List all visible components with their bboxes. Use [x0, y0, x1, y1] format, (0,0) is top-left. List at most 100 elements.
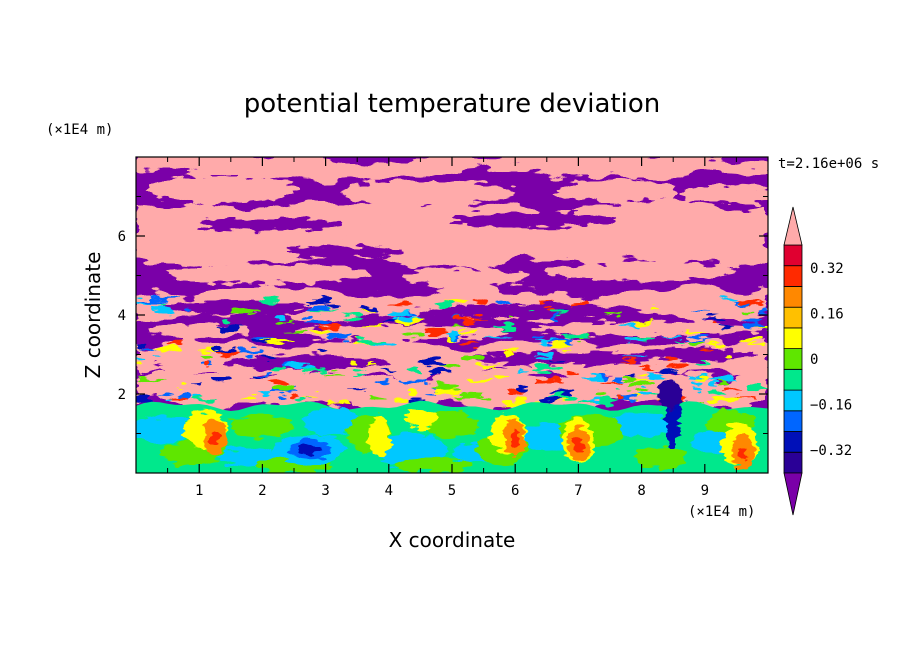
filament — [370, 395, 388, 401]
boundary-layer — [136, 378, 768, 473]
filament — [461, 355, 484, 361]
filament — [638, 388, 651, 395]
layer-band-pink — [136, 157, 768, 184]
filament — [582, 375, 605, 382]
filament — [547, 340, 575, 345]
filament — [599, 398, 620, 404]
filament — [577, 401, 596, 405]
filament — [615, 387, 624, 390]
filament — [362, 324, 383, 328]
y-tick-label: 6 — [118, 229, 126, 245]
filament — [617, 394, 625, 399]
filament — [303, 319, 333, 324]
filament — [741, 311, 753, 315]
filament — [527, 308, 535, 312]
filament — [283, 331, 310, 335]
filament — [388, 312, 413, 316]
x-tick-label: 7 — [574, 483, 582, 499]
filament — [756, 309, 768, 314]
filament — [563, 333, 590, 340]
warm-plume-core — [209, 428, 221, 447]
filament — [380, 368, 398, 371]
pink-streak — [148, 174, 301, 203]
filament — [692, 377, 708, 382]
filament — [637, 365, 658, 370]
colorbar-bottom-extension — [783, 472, 803, 516]
filament — [350, 361, 358, 365]
filament — [306, 307, 329, 312]
filament — [186, 307, 194, 312]
pink-streak — [401, 269, 528, 286]
filament — [570, 301, 587, 306]
filament — [191, 397, 218, 401]
filament — [153, 355, 160, 358]
filament — [240, 395, 256, 399]
filament — [717, 381, 728, 384]
filament — [202, 361, 210, 367]
filament — [497, 300, 513, 304]
colorbar-box — [783, 286, 803, 308]
filament — [578, 338, 585, 341]
time-label: t=2.16e+06 s — [778, 156, 879, 172]
filament — [451, 318, 477, 323]
filament — [407, 367, 420, 374]
filament — [761, 327, 768, 331]
filament — [550, 344, 574, 350]
colorbar-label: 0.16 — [810, 306, 844, 322]
filament — [427, 369, 453, 374]
filament — [268, 381, 290, 386]
filament — [470, 298, 489, 305]
pink-streak — [192, 379, 332, 393]
filament — [720, 324, 734, 327]
filament — [256, 373, 274, 376]
filament — [347, 388, 368, 392]
filament — [613, 377, 622, 383]
filament — [353, 372, 368, 376]
filament — [136, 343, 147, 348]
filament — [748, 324, 764, 328]
filament — [535, 353, 555, 360]
filament — [192, 382, 204, 385]
filament — [179, 381, 188, 387]
filament — [621, 355, 649, 358]
filament — [693, 361, 710, 366]
purple-streak — [426, 303, 642, 319]
filament — [724, 387, 742, 391]
filament — [747, 343, 765, 346]
chart-title: potential temperature deviation — [244, 89, 660, 119]
colorbar-box — [783, 451, 803, 474]
filament — [136, 361, 141, 366]
colorbar: 0.32 0.16 0 −0.16 −0.32 — [783, 206, 852, 516]
filament — [276, 322, 293, 325]
filament — [660, 335, 682, 338]
warm-plume-core — [510, 428, 521, 447]
filament — [539, 300, 555, 305]
warm-patch — [367, 415, 391, 460]
filament — [466, 377, 492, 383]
warm-patch — [404, 407, 437, 428]
filament — [691, 387, 703, 394]
filament — [455, 393, 484, 398]
filament — [158, 303, 165, 308]
filament — [251, 335, 273, 339]
y-unit-label: (×1E4 m) — [46, 122, 113, 138]
filament — [360, 306, 377, 311]
pink-streak — [338, 180, 516, 205]
filament — [425, 328, 449, 335]
purple-streak — [224, 354, 389, 371]
filament — [647, 391, 661, 395]
filament — [139, 378, 166, 382]
pink-streak — [679, 184, 768, 205]
pink-streak — [319, 224, 408, 240]
filament — [301, 394, 319, 397]
filament — [558, 395, 578, 401]
filament — [684, 337, 712, 340]
filament — [252, 338, 269, 343]
filament — [213, 348, 238, 352]
purple-streak — [287, 246, 402, 258]
filament — [566, 369, 579, 374]
filament — [378, 380, 389, 385]
colorbar-box — [783, 368, 803, 391]
filament — [596, 390, 606, 396]
